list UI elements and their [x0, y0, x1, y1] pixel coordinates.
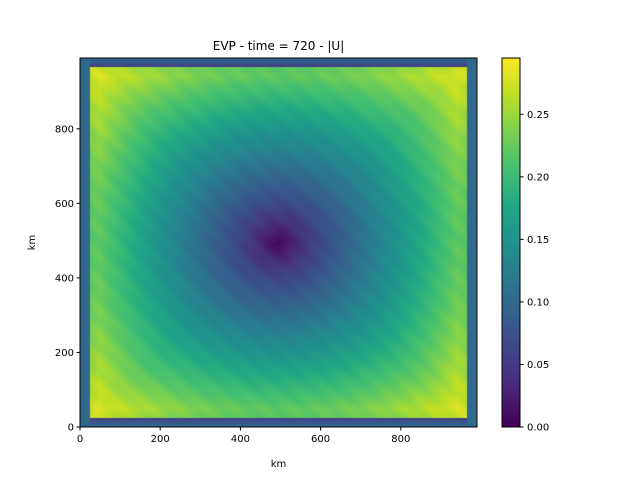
- x-axis-label: km: [271, 459, 287, 470]
- y-axis: 0 200 400 600 800: [55, 124, 80, 434]
- colorbar-frame: [501, 57, 521, 428]
- x-tick-label: 800: [391, 434, 410, 445]
- y-tick-label: 0: [68, 423, 74, 434]
- y-tick-label: 400: [55, 273, 74, 284]
- y-axis-label: km: [27, 235, 38, 251]
- y-tick-label: 800: [55, 124, 74, 135]
- x-axis: 0 200 400 600 800: [77, 427, 410, 445]
- x-tick-label: 0: [77, 434, 83, 445]
- y-tick-label: 200: [55, 348, 74, 359]
- colorbar-tick-label: 0.20: [527, 172, 549, 183]
- heatmap-field: [80, 58, 477, 427]
- colorbar-tick-label: 0.25: [527, 110, 549, 121]
- colorbar-tick-label: 0.10: [527, 297, 549, 308]
- y-tick-label: 600: [55, 199, 74, 210]
- x-tick-label: 600: [311, 434, 330, 445]
- plot-area: 0 200 400 600 800 0 200 400 600 800: [55, 57, 478, 445]
- plot-frame: [79, 57, 478, 428]
- x-tick-label: 400: [231, 434, 250, 445]
- colorbar-ticks: 0.00 0.05 0.10 0.15 0.20 0.25: [520, 110, 549, 434]
- colorbar-tick-label: 0.00: [527, 423, 549, 434]
- colorbar-gradient: [502, 58, 520, 427]
- colorbar-tick-label: 0.15: [527, 235, 549, 246]
- colorbar-tick-label: 0.05: [527, 360, 549, 371]
- chart-title: EVP - time = 720 - |U|: [213, 39, 345, 53]
- colorbar: 0.00 0.05 0.10 0.15 0.20 0.25: [501, 57, 549, 434]
- x-tick-label: 200: [151, 434, 170, 445]
